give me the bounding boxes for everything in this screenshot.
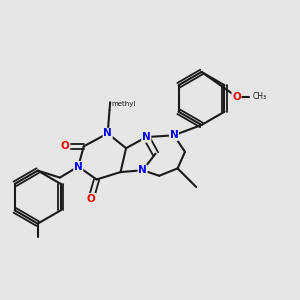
Text: methyl: methyl: [111, 101, 136, 107]
Text: O: O: [232, 92, 241, 102]
Text: CH₃: CH₃: [253, 92, 267, 101]
Text: N: N: [103, 128, 112, 138]
Text: O: O: [61, 141, 70, 151]
Text: N: N: [169, 130, 178, 140]
Text: O: O: [87, 194, 95, 204]
Text: N: N: [142, 132, 151, 142]
Text: N: N: [74, 162, 82, 172]
Text: N: N: [138, 165, 147, 175]
